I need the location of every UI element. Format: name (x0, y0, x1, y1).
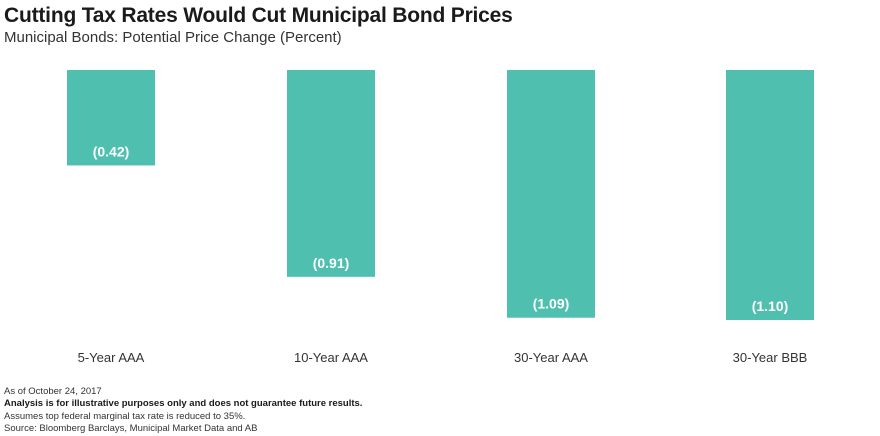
bar-value-label-2: (0.91) (313, 255, 350, 271)
category-label-4: 30-Year BBB (733, 350, 808, 365)
chart-notes: As of October 24, 2017 Analysis is for i… (4, 386, 362, 436)
as-of-note: As of October 24, 2017 (4, 386, 102, 397)
bar-2 (287, 70, 375, 277)
chart-title: Cutting Tax Rates Would Cut Municipal Bo… (4, 4, 513, 27)
chart-subtitle: Municipal Bonds: Potential Price Change … (4, 29, 342, 46)
bar-1 (67, 70, 155, 166)
bar-chart: (0.42) 5-Year AAA (0.91) 10-Year AAA (1.09) 3… (67, 70, 814, 365)
category-label-2: 10-Year AAA (294, 350, 368, 365)
bar-value-label-1: (0.42) (93, 143, 130, 159)
source-note: Source: Bloomberg Barclays, Municipal Ma… (4, 423, 258, 435)
bar-3 (507, 70, 595, 318)
disclaimer-note: Analysis is for illustrative purposes on… (4, 398, 363, 410)
category-label-3: 30-Year AAA (514, 350, 588, 365)
assumption-note: Assumes top federal marginal tax rate is… (4, 410, 246, 422)
bar-4 (726, 70, 814, 320)
bar-value-label-3: (1.09) (533, 296, 570, 312)
category-label-1: 5-Year AAA (78, 350, 145, 365)
bar-value-label-4: (1.10) (752, 298, 789, 314)
